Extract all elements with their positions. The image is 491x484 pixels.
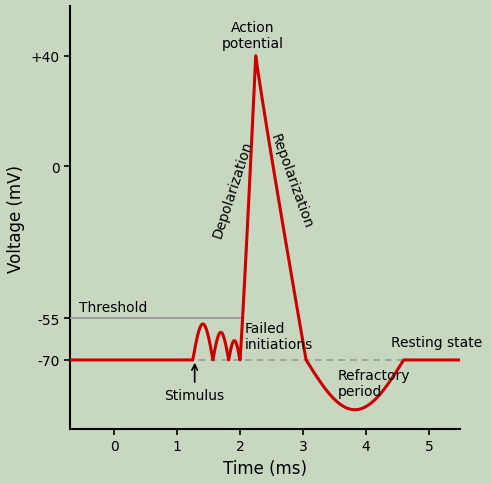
X-axis label: Time (ms): Time (ms) bbox=[223, 459, 307, 477]
Text: Action
potential: Action potential bbox=[221, 21, 284, 51]
Text: Depolarization: Depolarization bbox=[210, 139, 255, 240]
Text: Repolarization: Repolarization bbox=[268, 132, 315, 230]
Text: Threshold: Threshold bbox=[80, 301, 148, 315]
Text: Failed
initiations: Failed initiations bbox=[245, 321, 313, 352]
Y-axis label: Voltage (mV): Voltage (mV) bbox=[7, 164, 25, 272]
Text: Stimulus: Stimulus bbox=[164, 365, 225, 402]
Text: Resting state: Resting state bbox=[391, 335, 482, 349]
Text: Refractory
period: Refractory period bbox=[338, 368, 410, 399]
